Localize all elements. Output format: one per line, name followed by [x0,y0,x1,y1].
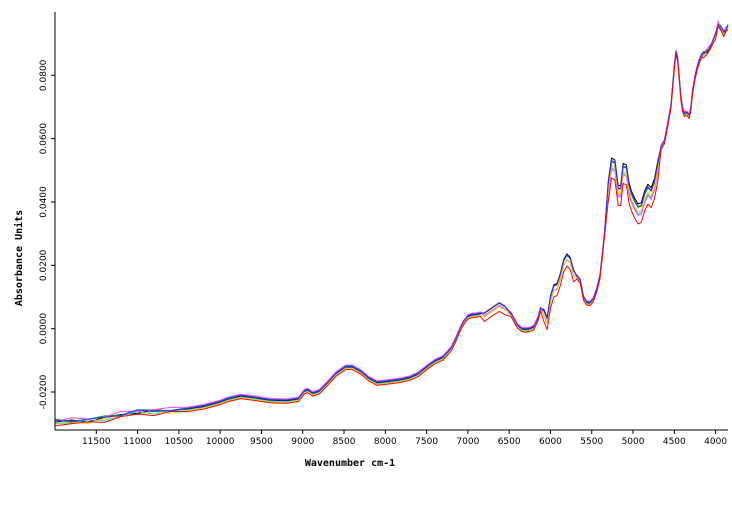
x-tick-label: 11500 [82,437,111,447]
x-ticks: 11500 11000 10500 10000 9500 9000 8500 8000 7500… [82,430,727,447]
y-tick-label: 0.0800 [39,59,49,91]
spectrum-line-6 [54,24,729,423]
y-tick-label: 0.0000 [39,313,49,345]
x-tick-label: 4000 [704,437,727,447]
spectrum-line-2 [54,24,729,422]
spectrum-line-3 [54,25,729,424]
x-tick-label: 9500 [250,437,273,447]
x-tick-label: 5500 [580,437,603,447]
y-ticks: -0.0200 0.0000 0.0200 0.0400 0.0600 0.0800 [39,59,55,409]
x-tick-label: 7000 [456,437,479,447]
spectrum-line-1 [54,23,729,423]
x-tick-label: 7500 [415,437,438,447]
x-tick-label: 10000 [206,437,235,447]
x-tick-label: 6000 [539,437,562,447]
x-tick-label: 4500 [663,437,686,447]
x-tick-label: 6500 [498,437,521,447]
y-tick-label: 0.0400 [39,186,49,218]
x-tick-label: 8500 [333,437,356,447]
x-tick-label: 8000 [374,437,397,447]
y-tick-label: -0.0200 [39,374,49,409]
series-layer [54,20,729,427]
x-axis-title: Wavenumber cm-1 [305,458,395,469]
spectrum-line-5 [54,26,729,425]
y-tick-label: 0.0200 [39,249,49,281]
x-tick-label: 9000 [291,437,314,447]
x-tick-label: 10500 [165,437,194,447]
y-tick-label: 0.0600 [39,123,49,155]
y-axis-title: Absorbance Units [13,210,25,306]
spectrum-line-7 [54,25,729,427]
x-tick-label: 5000 [622,437,645,447]
x-tick-label: 11000 [123,437,152,447]
spectrum-line-4 [54,20,729,423]
